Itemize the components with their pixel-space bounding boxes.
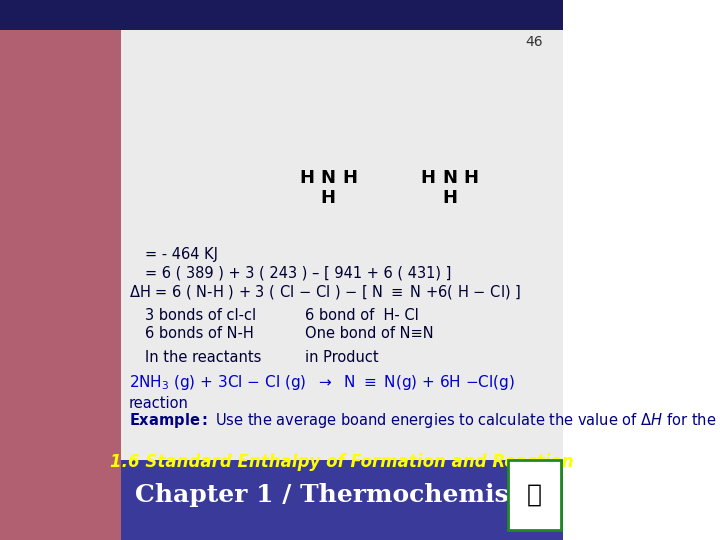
Text: 6 bond of  H- Cl: 6 bond of H- Cl: [305, 307, 418, 322]
Text: H: H: [463, 169, 478, 187]
Text: One bond of N≡N: One bond of N≡N: [305, 326, 433, 341]
Text: $\Delta$H = 6 ( N-H ) + 3 ( Cl $-$ Cl ) $-$ [ N $\equiv$ N +6( H $-$ Cl) ]: $\Delta$H = 6 ( N-H ) + 3 ( Cl $-$ Cl ) …: [129, 283, 521, 301]
Text: 3 bonds of cl-cl: 3 bonds of cl-cl: [145, 307, 256, 322]
Text: = - 464 KJ: = - 464 KJ: [145, 247, 217, 262]
Text: In the reactants: In the reactants: [145, 350, 261, 366]
FancyBboxPatch shape: [0, 0, 124, 540]
Text: Chapter 1 / Thermochemistry: Chapter 1 / Thermochemistry: [135, 483, 548, 507]
Text: 46: 46: [526, 35, 544, 49]
Text: H: H: [321, 189, 336, 207]
Text: = 6 ( 389 ) + 3 ( 243 ) – [ 941 + 6 ( 431) ]: = 6 ( 389 ) + 3 ( 243 ) – [ 941 + 6 ( 43…: [145, 266, 451, 280]
Text: 1.6 Standard Enthalpy of Formation and Reaction: 1.6 Standard Enthalpy of Formation and R…: [109, 453, 573, 471]
Text: 6 bonds of N-H: 6 bonds of N-H: [145, 326, 253, 341]
Text: in Product: in Product: [305, 350, 379, 366]
Text: H: H: [300, 169, 315, 187]
Text: N: N: [321, 169, 336, 187]
FancyBboxPatch shape: [0, 0, 124, 540]
Text: 2NH$_3$ (g) + 3Cl $-$ Cl (g)  $\rightarrow$  N $\equiv$ N(g) + 6H $-$Cl(g): 2NH$_3$ (g) + 3Cl $-$ Cl (g) $\rightarro…: [129, 374, 515, 393]
FancyBboxPatch shape: [0, 0, 563, 30]
FancyBboxPatch shape: [508, 460, 561, 530]
Text: N: N: [442, 169, 457, 187]
Text: H: H: [442, 189, 457, 207]
Text: 🏛: 🏛: [527, 483, 542, 507]
Text: reaction: reaction: [129, 395, 189, 410]
Text: H: H: [342, 169, 357, 187]
Text: H: H: [421, 169, 436, 187]
FancyBboxPatch shape: [121, 440, 563, 540]
Text: $\mathbf{Example:}$ Use the average boand energies to calculate the value of $\D: $\mathbf{Example:}$ Use the average boan…: [129, 410, 716, 429]
FancyBboxPatch shape: [121, 30, 563, 460]
